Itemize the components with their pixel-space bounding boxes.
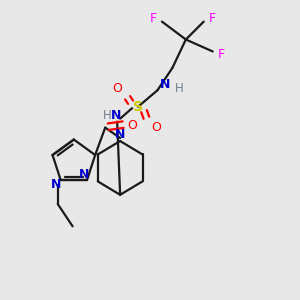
Text: F: F xyxy=(149,12,157,25)
Text: N: N xyxy=(160,78,170,92)
Text: O: O xyxy=(128,119,138,132)
Text: S: S xyxy=(133,100,143,114)
Text: F: F xyxy=(218,48,225,61)
Text: N: N xyxy=(110,109,121,122)
Text: N: N xyxy=(115,128,125,141)
Text: H: H xyxy=(175,82,183,95)
Text: O: O xyxy=(152,121,161,134)
Text: O: O xyxy=(112,82,122,95)
Text: F: F xyxy=(209,12,216,25)
Text: N: N xyxy=(79,168,89,181)
Text: H: H xyxy=(103,109,112,122)
Text: N: N xyxy=(51,178,62,191)
